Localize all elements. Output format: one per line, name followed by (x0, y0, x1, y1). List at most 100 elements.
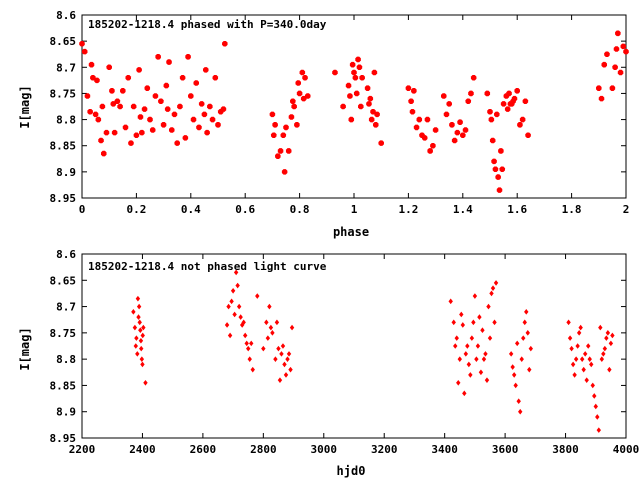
unphased-data-point (579, 356, 585, 362)
phased-data-point (215, 122, 221, 128)
unphased-data-point (490, 285, 496, 291)
unphased-data-point (276, 345, 281, 352)
unphased-data-point (595, 414, 600, 420)
phased-data-point (411, 88, 417, 94)
phased-data-point (294, 122, 300, 128)
phased-data-point (196, 124, 202, 131)
phased-data-point (358, 103, 364, 110)
unphased-data-point (136, 314, 141, 320)
phased-data-point (188, 93, 194, 99)
unphased-data-point (227, 332, 233, 339)
phased-data-point (81, 48, 88, 55)
unphased-data-point (265, 335, 271, 341)
phased-data-point (353, 90, 360, 97)
unphased-plot-frame (81, 253, 627, 439)
unphased-data-point (586, 343, 591, 349)
unphased-data-point (224, 322, 230, 328)
phased-data-point (416, 116, 423, 123)
unphased-data-point (569, 345, 574, 352)
unphased-data-point (522, 319, 527, 326)
unphased-data-point (451, 319, 456, 326)
unphased-data-point (244, 340, 249, 347)
phased-data-point (280, 132, 287, 139)
unphased-data-point (519, 356, 524, 362)
phased-data-point (177, 103, 183, 110)
phased-data-point (202, 67, 209, 73)
unphased-data-point (137, 319, 142, 326)
phased-data-point (413, 124, 420, 131)
unphased-data-point (596, 427, 601, 433)
phased-data-point (408, 98, 414, 105)
phased-x-tick-label: 2 (623, 203, 630, 216)
unphased-x-tick-label: 3000 (311, 443, 338, 456)
phased-data-point (468, 90, 474, 97)
phased-data-point (601, 61, 608, 68)
unphased-data-point (264, 319, 269, 326)
phased-data-point (295, 80, 302, 86)
unphased-data-point (274, 319, 280, 326)
unphased-data-point (261, 345, 266, 352)
phased-data-point (432, 127, 439, 133)
phased-data-point (613, 46, 620, 52)
unphased-data-point (131, 309, 136, 315)
phased-data-point (427, 148, 433, 154)
phased-data-point (122, 124, 129, 131)
unphased-y-tick-label: 8.65 (50, 274, 77, 287)
phased-data-point (500, 101, 507, 107)
unphased-data-point (575, 343, 580, 349)
unphased-data-point (143, 380, 148, 386)
phased-data-point (443, 111, 450, 118)
unphased-data-point (510, 364, 515, 370)
unphased-data-point (247, 356, 252, 362)
unphased-y-tick-label: 8.9 (56, 406, 76, 419)
unphased-data-point (518, 408, 523, 415)
phased-data-point (198, 101, 205, 107)
unphased-data-point (235, 282, 240, 289)
unphased-data-point (456, 380, 461, 386)
unphased-data-point (480, 327, 485, 334)
unphased-data-point (132, 324, 138, 331)
phased-data-point (364, 85, 371, 91)
phased-data-point (130, 103, 137, 110)
phased-data-point (281, 169, 288, 175)
unphased-x-axis-label: hjd0 (337, 464, 366, 478)
phased-y-tick-label: 8.9 (56, 166, 76, 179)
unphased-data-point (241, 319, 246, 326)
phased-data-point (94, 77, 100, 84)
unphased-data-point (268, 324, 274, 331)
phased-data-point (272, 122, 278, 128)
phased-data-point (128, 140, 134, 146)
unphased-data-point (598, 324, 603, 331)
unphased-data-point (516, 398, 521, 404)
phased-data-point (220, 106, 227, 112)
unphased-data-point (138, 327, 143, 334)
phased-data-point (370, 108, 376, 115)
phased-data-point (109, 88, 115, 94)
phased-data-point (139, 129, 145, 136)
unphased-data-point (608, 340, 614, 347)
unphased-data-point (139, 345, 144, 352)
phased-y-tick-label: 8.95 (50, 192, 77, 205)
unphased-data-point (286, 351, 292, 357)
phased-data-point (144, 85, 151, 91)
unphased-data-point (489, 290, 494, 297)
phased-data-point (465, 98, 472, 105)
phased-data-point (288, 114, 295, 120)
phased-data-point (498, 148, 504, 154)
unphased-data-point (230, 288, 236, 294)
unphased-data-point (469, 335, 475, 341)
phased-data-point (351, 69, 357, 76)
unphased-data-point (601, 351, 606, 357)
unphased-data-point (133, 343, 138, 349)
phased-data-point (209, 116, 216, 123)
phased-data-point (137, 114, 144, 120)
unphased-data-point (134, 335, 139, 341)
phased-data-point (504, 106, 511, 112)
phased-data-point (147, 116, 153, 123)
unphased-data-point (567, 335, 573, 341)
unphased-data-point (140, 332, 145, 339)
unphased-data-point (232, 311, 237, 318)
phased-data-point (454, 129, 461, 136)
unphased-x-tick-label: 3600 (492, 443, 519, 456)
